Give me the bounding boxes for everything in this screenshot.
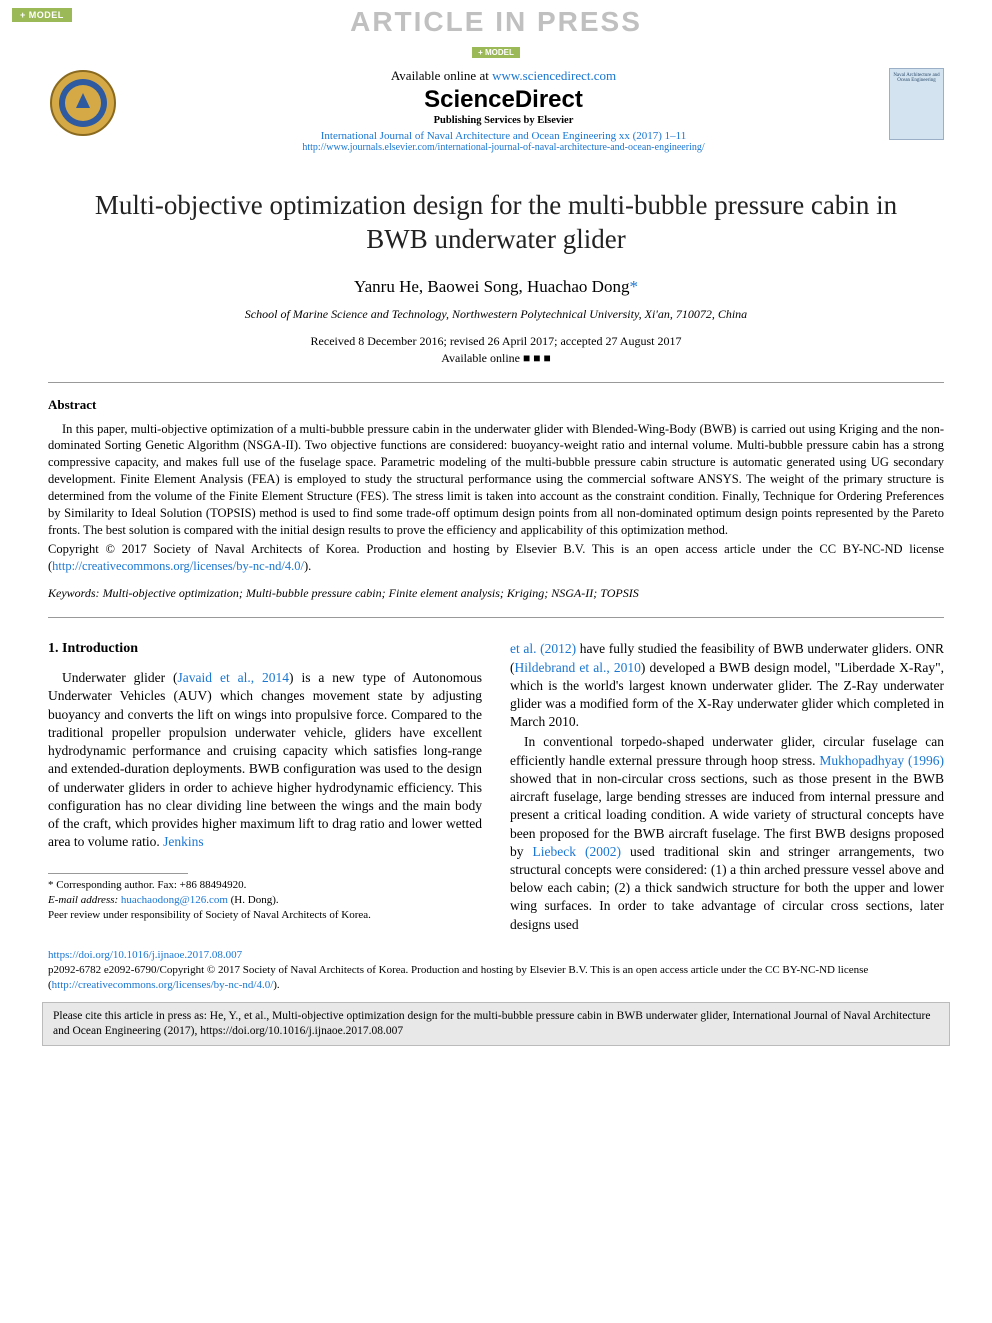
column-right: et al. (2012) have fully studied the fea… bbox=[510, 640, 944, 936]
email-line: E-mail address: huachaodong@126.com (H. … bbox=[48, 893, 482, 908]
p1-text-a: Underwater glider ( bbox=[62, 670, 178, 685]
society-logo bbox=[48, 68, 118, 138]
abstract-block: Abstract In this paper, multi-objective … bbox=[0, 383, 992, 602]
license-link[interactable]: http://creativecommons.org/licenses/by-n… bbox=[52, 559, 304, 573]
citation-box: Please cite this article in press as: He… bbox=[42, 1002, 950, 1046]
article-page: + MODEL ARTICLE IN PRESS + MODEL Availab… bbox=[0, 0, 992, 1323]
model-small-wrap: + MODEL bbox=[0, 42, 992, 60]
publishing-services: Publishing Services by Elsevier bbox=[118, 115, 889, 126]
author-names: Yanru He, Baowei Song, Huachao Dong bbox=[354, 277, 629, 296]
model-badge: + MODEL bbox=[12, 8, 72, 22]
keywords-label: Keywords: bbox=[48, 586, 100, 600]
available-online-date: Available online ■ ■ ■ bbox=[0, 351, 992, 366]
license-link-footer[interactable]: http://creativecommons.org/licenses/by-n… bbox=[52, 979, 274, 991]
available-online: Available online at www.sciencedirect.co… bbox=[118, 68, 889, 84]
ref-jenkins-2012[interactable]: et al. (2012) bbox=[510, 641, 576, 656]
sciencedirect-logo: ScienceDirect bbox=[118, 86, 889, 114]
section-heading-introduction: 1. Introduction bbox=[48, 640, 482, 659]
p1-text-b: ) is a new type of Autonomous Underwater… bbox=[48, 670, 482, 849]
copyright-text: Copyright © 2017 Society of Naval Archit… bbox=[48, 541, 944, 575]
email-link[interactable]: huachaodong@126.com bbox=[121, 894, 228, 906]
footnote-divider bbox=[48, 873, 188, 874]
intro-paragraph-1: Underwater glider (Javaid et al., 2014) … bbox=[48, 669, 482, 851]
corresponding-author-note: * Corresponding author. Fax: +86 8849492… bbox=[48, 878, 482, 893]
doi-link[interactable]: https://doi.org/10.1016/j.ijnaoe.2017.08… bbox=[48, 949, 242, 961]
keywords-text: Multi-objective optimization; Multi-bubb… bbox=[100, 586, 639, 600]
journal-reference: International Journal of Naval Architect… bbox=[118, 130, 889, 142]
body-columns: 1. Introduction Underwater glider (Javai… bbox=[0, 618, 992, 936]
keywords: Keywords: Multi-objective optimization; … bbox=[48, 586, 944, 601]
ref-jenkins[interactable]: Jenkins bbox=[163, 834, 204, 849]
model-badge-small: + MODEL bbox=[472, 47, 520, 58]
journal-url-link[interactable]: http://www.journals.elsevier.com/interna… bbox=[302, 142, 704, 153]
footnotes: * Corresponding author. Fax: +86 8849492… bbox=[48, 878, 482, 923]
sciencedirect-link[interactable]: www.sciencedirect.com bbox=[492, 68, 616, 83]
intro-paragraph-2: In conventional torpedo-shaped underwate… bbox=[510, 733, 944, 933]
abstract-heading: Abstract bbox=[48, 397, 944, 413]
issn-line: p2092-6782 e2092-6790/Copyright © 2017 S… bbox=[48, 963, 944, 993]
ref-liebeck-2002[interactable]: Liebeck (2002) bbox=[533, 844, 622, 859]
header-row: Available online at www.sciencedirect.co… bbox=[0, 60, 992, 159]
available-online-prefix: Available online at bbox=[391, 68, 492, 83]
ref-hildebrand-2010[interactable]: Hildebrand et al., 2010 bbox=[515, 660, 641, 675]
affiliation: School of Marine Science and Technology,… bbox=[0, 307, 992, 322]
header-center: Available online at www.sciencedirect.co… bbox=[118, 68, 889, 153]
peer-review-note: Peer review under responsibility of Soci… bbox=[48, 908, 482, 923]
email-suffix: (H. Dong). bbox=[228, 894, 279, 906]
doi-block: https://doi.org/10.1016/j.ijnaoe.2017.08… bbox=[0, 936, 992, 997]
article-dates: Received 8 December 2016; revised 26 Apr… bbox=[0, 334, 992, 349]
journal-cover-thumbnail: Naval Architecture and Ocean Engineering bbox=[889, 68, 944, 140]
journal-url: http://www.journals.elsevier.com/interna… bbox=[118, 142, 889, 153]
issn-suffix: ). bbox=[273, 979, 279, 991]
copyright-suffix: ). bbox=[304, 559, 311, 573]
abstract-text: In this paper, multi-objective optimizat… bbox=[48, 421, 944, 539]
ref-javaid-2014[interactable]: Javaid et al., 2014 bbox=[178, 670, 289, 685]
corresponding-author-mark: * bbox=[629, 277, 638, 296]
email-label: E-mail address: bbox=[48, 894, 118, 906]
authors: Yanru He, Baowei Song, Huachao Dong* bbox=[0, 277, 992, 297]
article-in-press-banner: ARTICLE IN PRESS bbox=[0, 0, 992, 42]
intro-paragraph-1-cont: et al. (2012) have fully studied the fea… bbox=[510, 640, 944, 731]
article-title: Multi-objective optimization design for … bbox=[0, 159, 992, 269]
column-left: 1. Introduction Underwater glider (Javai… bbox=[48, 640, 482, 936]
ref-mukhopadhyay-1996[interactable]: Mukhopadhyay (1996) bbox=[819, 753, 944, 768]
